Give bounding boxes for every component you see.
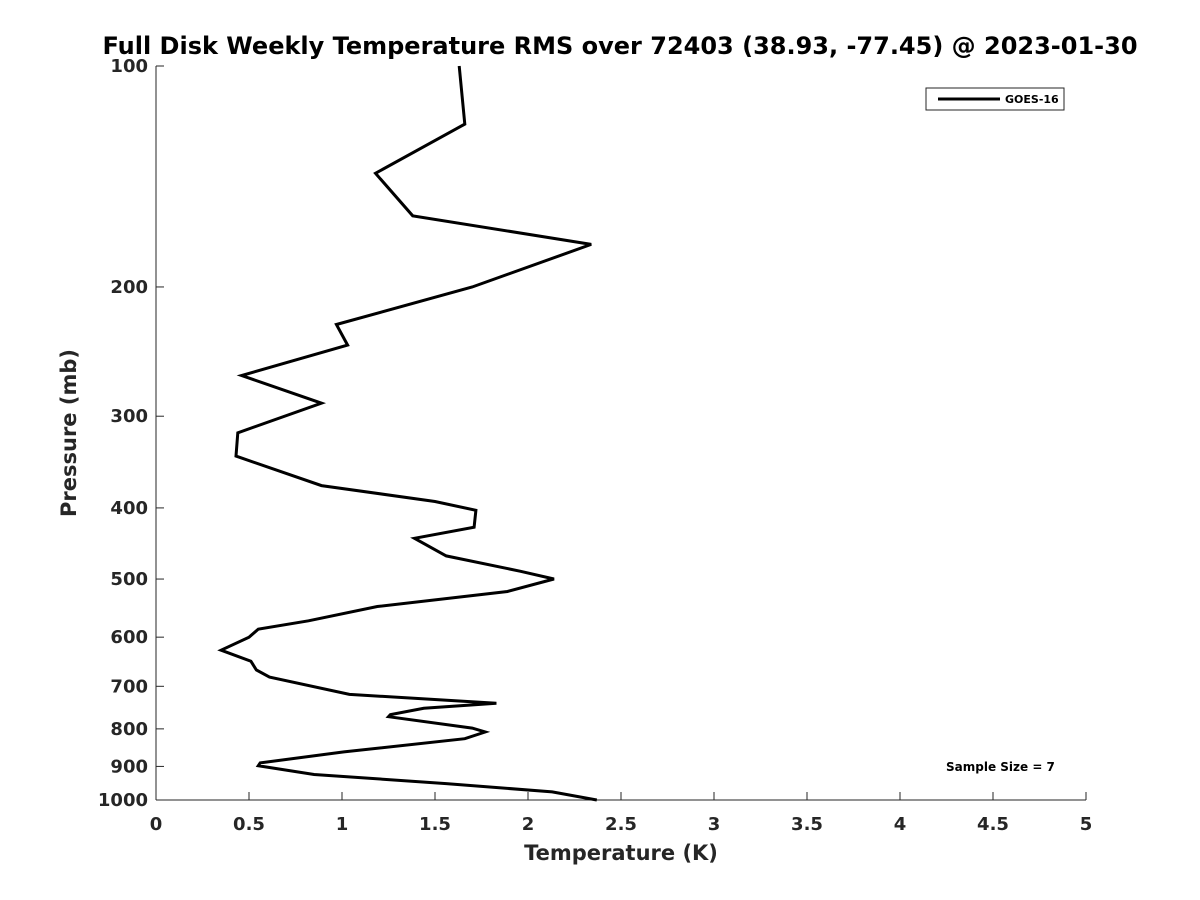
series-line-goes-16 xyxy=(217,65,598,802)
y-ticks: 100 200 300 400 500 600 700 800 900 1000 xyxy=(98,56,164,811)
y-tick-label: 600 xyxy=(110,627,148,648)
y-tick-label: 800 xyxy=(110,719,148,740)
legend: GOES-16 xyxy=(925,87,1065,111)
x-tick-label: 3 xyxy=(708,814,721,835)
y-tick-label: 500 xyxy=(110,569,148,590)
x-tick-label: 1.5 xyxy=(419,814,451,835)
x-ticks: 0 0.5 1 1.5 2 2.5 3 3.5 4 4.5 5 xyxy=(150,792,1093,835)
x-tick-label: 5 xyxy=(1080,814,1093,835)
x-tick-label: 0.5 xyxy=(233,814,265,835)
x-tick-label: 2 xyxy=(522,814,535,835)
x-tick-label: 3.5 xyxy=(791,814,823,835)
x-tick-label: 0 xyxy=(150,814,163,835)
y-tick-label: 900 xyxy=(110,756,148,777)
x-tick-label: 4.5 xyxy=(977,814,1009,835)
y-tick-label: 300 xyxy=(110,406,148,427)
y-tick-label: 400 xyxy=(110,498,148,519)
y-tick-label: 100 xyxy=(110,56,148,77)
sample-size-annotation: Sample Size = 7 xyxy=(946,760,1055,774)
y-tick-label: 700 xyxy=(110,676,148,697)
x-tick-label: 2.5 xyxy=(605,814,637,835)
chart-title: Full Disk Weekly Temperature RMS over 72… xyxy=(102,32,1137,60)
y-tick-label: 1000 xyxy=(98,790,148,811)
x-tick-label: 1 xyxy=(336,814,349,835)
y-tick-label: 200 xyxy=(110,277,148,298)
legend-entry-label: GOES-16 xyxy=(1005,93,1059,106)
x-tick-label: 4 xyxy=(894,814,907,835)
y-axis-label: Pressure (mb) xyxy=(57,349,81,517)
x-axis-label: Temperature (K) xyxy=(524,841,718,865)
series-points xyxy=(221,65,597,801)
